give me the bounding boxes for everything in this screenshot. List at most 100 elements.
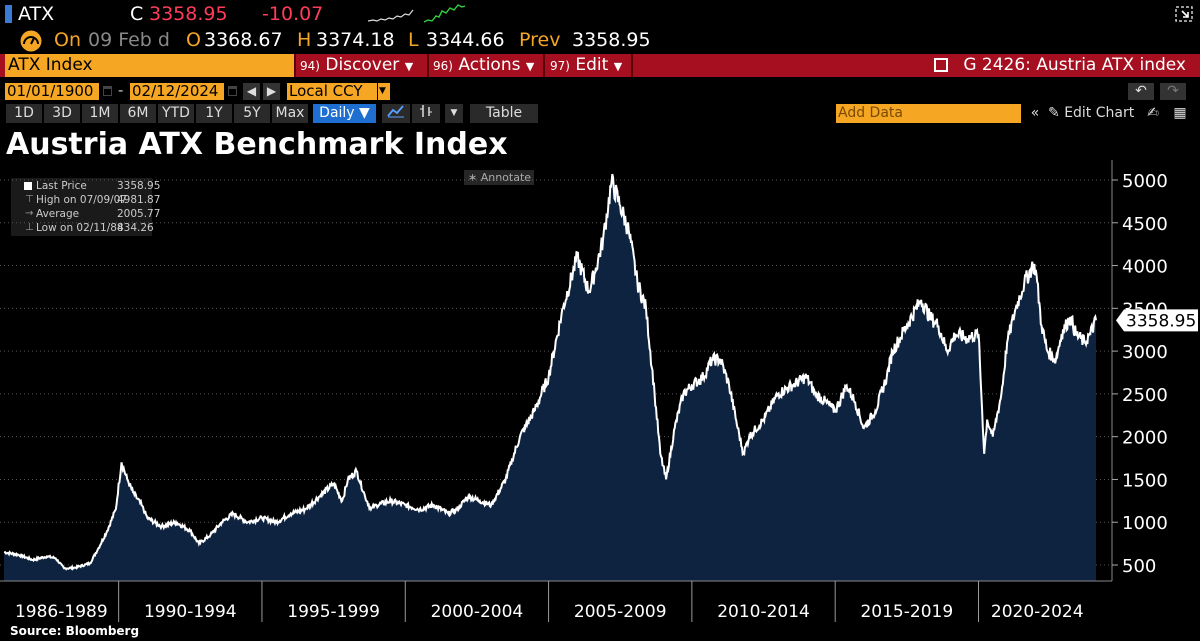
- y-tick-label: 5000: [1122, 171, 1168, 192]
- actions-menu-label: Actions: [458, 55, 521, 75]
- low-value: 3344.66: [426, 29, 505, 51]
- annotate-button[interactable]: ∗ Annotate: [464, 170, 534, 185]
- start-date-input[interactable]: 01/01/1900: [5, 83, 99, 100]
- y-tick-label: 4500: [1122, 214, 1168, 235]
- discover-menu-number: 94): [300, 59, 320, 73]
- legend-high: ⊤ High on 07/09/07 4981.87: [11, 193, 160, 207]
- chart-options-icon[interactable]: ▦: [1168, 104, 1192, 123]
- legend-value: 2005.77: [117, 208, 161, 220]
- low-marker-icon: ⊥: [25, 222, 34, 233]
- discover-dropdown-icon: ▼: [404, 60, 414, 73]
- last-value-tag: [1116, 309, 1198, 332]
- period-max-button[interactable]: Max: [272, 104, 308, 123]
- prev-value: 3358.95: [572, 29, 651, 51]
- on-label: On: [54, 29, 81, 51]
- legend-low: ⊥ Low on 02/11/88 434.26: [11, 221, 154, 235]
- x-tick-label: 2015-2019: [860, 602, 953, 622]
- high-value: 3374.18: [316, 29, 395, 51]
- x-tick-label: 1995-1999: [287, 602, 380, 622]
- ticker-row: ATX C 3358.95 -10.07: [0, 0, 1200, 28]
- end-date-input[interactable]: 02/12/2024: [130, 83, 224, 100]
- net-change: -10.07: [262, 3, 324, 25]
- legend-label: High on 07/09/07: [36, 194, 128, 206]
- y-tick-label: 4000: [1122, 257, 1168, 278]
- y-tick-label: 2500: [1122, 385, 1168, 406]
- price-chart[interactable]: 5001000150020002500300035004000450050003…: [0, 160, 1200, 622]
- legend-value: 4981.87: [117, 194, 161, 206]
- actions-menu-number: 96): [433, 59, 453, 73]
- period-3d-button[interactable]: 3D: [44, 104, 80, 123]
- discover-menu[interactable]: 94) Discover ▼: [300, 54, 413, 77]
- legend-value: 434.26: [117, 222, 154, 234]
- period-1m-button[interactable]: 1M: [82, 104, 118, 123]
- graph-title[interactable]: G 2426: Austria ATX index: [933, 54, 1186, 77]
- gauge-icon[interactable]: [20, 30, 42, 52]
- legend-label: Average: [36, 208, 80, 220]
- legend-label: Last Price: [36, 180, 87, 192]
- next-period-button[interactable]: ▶: [263, 83, 280, 100]
- prev-period-button[interactable]: ◀: [243, 83, 260, 100]
- legend-last-price: Last Price 3358.95: [11, 179, 160, 193]
- x-tick-label: 1990-1994: [144, 602, 237, 622]
- period-sparkline: [424, 4, 466, 23]
- edit-chart-button[interactable]: ✎ Edit Chart: [1048, 104, 1138, 123]
- x-tick-label: 2010-2014: [717, 602, 810, 622]
- y-tick-label: 500: [1122, 556, 1156, 577]
- annotate-label: Annotate: [480, 171, 532, 184]
- undo-icon[interactable]: ↶: [1128, 83, 1154, 100]
- period-5y-button[interactable]: 5Y: [234, 104, 270, 123]
- bar-chart-icon[interactable]: [412, 104, 440, 123]
- toolbar: 1D 3D 1M 6M YTD 1Y 5Y Max Daily ▼ ▼ Tabl…: [0, 102, 1200, 123]
- discover-menu-label: Discover: [325, 55, 400, 75]
- table-button[interactable]: Table: [470, 104, 538, 123]
- line-chart-icon[interactable]: [382, 104, 410, 123]
- collapse-icon[interactable]: «: [1025, 104, 1045, 123]
- menu-separator: [631, 54, 633, 77]
- average-marker-icon: →: [25, 208, 34, 219]
- menu-separator: [427, 54, 429, 77]
- graph-title-text: G 2426: Austria ATX index: [963, 55, 1186, 75]
- on-date: 09 Feb d: [88, 29, 170, 51]
- actions-dropdown-icon: ▼: [525, 60, 535, 73]
- period-6m-button[interactable]: 6M: [120, 104, 156, 123]
- frequency-select[interactable]: Daily ▼: [313, 104, 376, 123]
- legend-value: 3358.95: [117, 180, 161, 192]
- x-tick-label: 1986-1989: [15, 602, 108, 622]
- period-1y-button[interactable]: 1Y: [196, 104, 232, 123]
- external-link-icon: [933, 58, 948, 72]
- y-tick-label: 1500: [1122, 470, 1168, 491]
- legend-label: Low on 02/11/88: [36, 222, 124, 234]
- edit-dropdown-icon: ▼: [613, 60, 623, 73]
- ticker-symbol[interactable]: ATX: [18, 3, 55, 25]
- edit-menu-number: 97): [550, 59, 570, 73]
- chart-settings-icon[interactable]: ✍: [1143, 104, 1163, 123]
- high-marker-icon: ⊤: [25, 194, 34, 205]
- edit-chart-label: Edit Chart: [1064, 105, 1135, 121]
- low-label: L: [408, 29, 419, 51]
- ohlc-row: On 09 Feb d O 3368.67 H 3374.18 L 3344.6…: [0, 28, 1200, 54]
- x-tick-label: 2005-2009: [574, 602, 667, 622]
- edit-menu[interactable]: 97) Edit ▼: [550, 54, 622, 77]
- date-range-row: 01/01/1900 - 02/12/2024 ◀ ▶ Local CCY ▼ …: [0, 81, 1200, 101]
- edit-menu-label: Edit: [575, 55, 609, 75]
- last-price: 3358.95: [149, 3, 228, 25]
- last-value-label: 3358.95: [1126, 311, 1196, 331]
- actions-menu[interactable]: 96) Actions ▼: [433, 54, 534, 77]
- intraday-sparkline: [368, 9, 414, 22]
- y-tick-label: 2000: [1122, 428, 1168, 449]
- period-1d-button[interactable]: 1D: [6, 104, 42, 123]
- annotate-icon: ∗: [468, 171, 478, 184]
- start-calendar-icon[interactable]: [103, 86, 112, 96]
- period-ytd-button[interactable]: YTD: [158, 104, 194, 123]
- chart-legend[interactable]: Last Price 3358.95 ⊤ High on 07/09/07 49…: [11, 178, 160, 236]
- add-data-input[interactable]: Add Data: [836, 104, 1021, 123]
- end-calendar-icon[interactable]: [228, 86, 237, 96]
- currency-dropdown-icon[interactable]: ▼: [378, 83, 390, 100]
- pencil-icon: ✎: [1048, 105, 1060, 121]
- x-tick-label: 2020-2024: [991, 602, 1084, 622]
- chart-type-dropdown-icon[interactable]: ▼: [445, 104, 463, 123]
- redo-icon[interactable]: ↷: [1160, 83, 1186, 100]
- window-expand-icon[interactable]: [1175, 6, 1193, 22]
- currency-select[interactable]: Local CCY: [287, 83, 377, 100]
- security-field[interactable]: ATX Index: [5, 54, 294, 77]
